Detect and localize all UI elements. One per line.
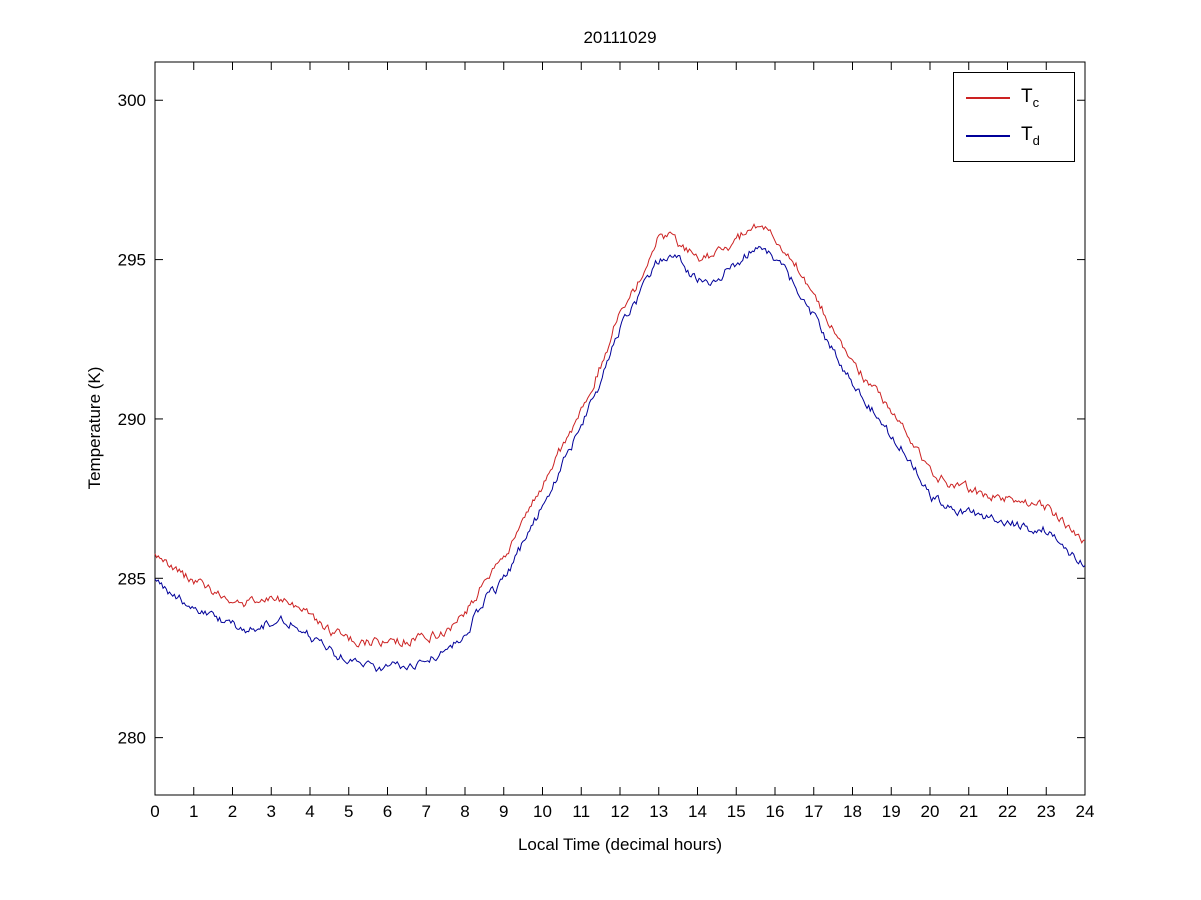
legend-entry-Td: Td [954,125,1074,147]
y-axis-label: Temperature (K) [85,366,104,490]
y-tick-label: 295 [118,251,146,270]
legend-label: Td [1021,124,1040,148]
x-tick-label: 9 [499,802,508,821]
y-tick-label: 280 [118,729,146,748]
x-tick-label: 22 [998,802,1017,821]
legend: Tc Td [953,72,1075,162]
x-tick-label: 19 [882,802,901,821]
legend-line-sample [966,96,1010,99]
x-tick-label: 11 [572,802,590,821]
chart-title: 20111029 [583,28,657,47]
x-tick-label: 0 [150,802,159,821]
legend-line-sample [966,134,1010,137]
x-tick-label: 8 [460,802,469,821]
x-tick-label: 18 [843,802,862,821]
x-tick-label: 1 [189,802,198,821]
x-tick-label: 5 [344,802,353,821]
x-tick-label: 14 [688,802,707,821]
x-tick-label: 10 [533,802,552,821]
x-tick-label: 21 [959,802,978,821]
x-tick-label: 7 [422,802,431,821]
x-tick-label: 13 [649,802,668,821]
x-tick-label: 2 [228,802,237,821]
x-tick-label: 20 [921,802,940,821]
x-axis-label: Local Time (decimal hours) [517,835,723,854]
x-tick-label: 17 [804,802,823,821]
y-tick-label: 285 [118,569,146,588]
x-tick-label: 16 [766,802,785,821]
legend-entry-Tc: Tc [954,87,1074,109]
x-tick-label: 12 [611,802,630,821]
series-line-Tc [154,223,1086,648]
x-tick-label: 6 [383,802,392,821]
series-line-Td [154,245,1086,673]
legend-label: Tc [1021,86,1040,110]
axes-box [154,61,1086,796]
y-tick-label: 300 [118,91,146,110]
x-tick-label: 23 [1037,802,1056,821]
x-tick-label: 3 [267,802,276,821]
x-tick-label: 4 [305,802,314,821]
x-tick-label: 24 [1076,802,1095,821]
x-tick-label: 15 [727,802,746,821]
y-tick-label: 290 [118,410,146,429]
